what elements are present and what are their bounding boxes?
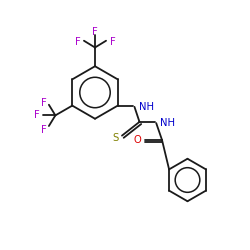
- Text: F: F: [41, 98, 46, 108]
- Text: S: S: [112, 132, 118, 142]
- Text: F: F: [75, 37, 80, 47]
- Text: F: F: [92, 27, 98, 37]
- Text: NH: NH: [160, 118, 176, 128]
- Text: F: F: [41, 125, 46, 135]
- Text: NH: NH: [139, 102, 154, 112]
- Text: F: F: [110, 37, 115, 47]
- Text: F: F: [34, 110, 40, 120]
- Text: O: O: [134, 135, 141, 145]
